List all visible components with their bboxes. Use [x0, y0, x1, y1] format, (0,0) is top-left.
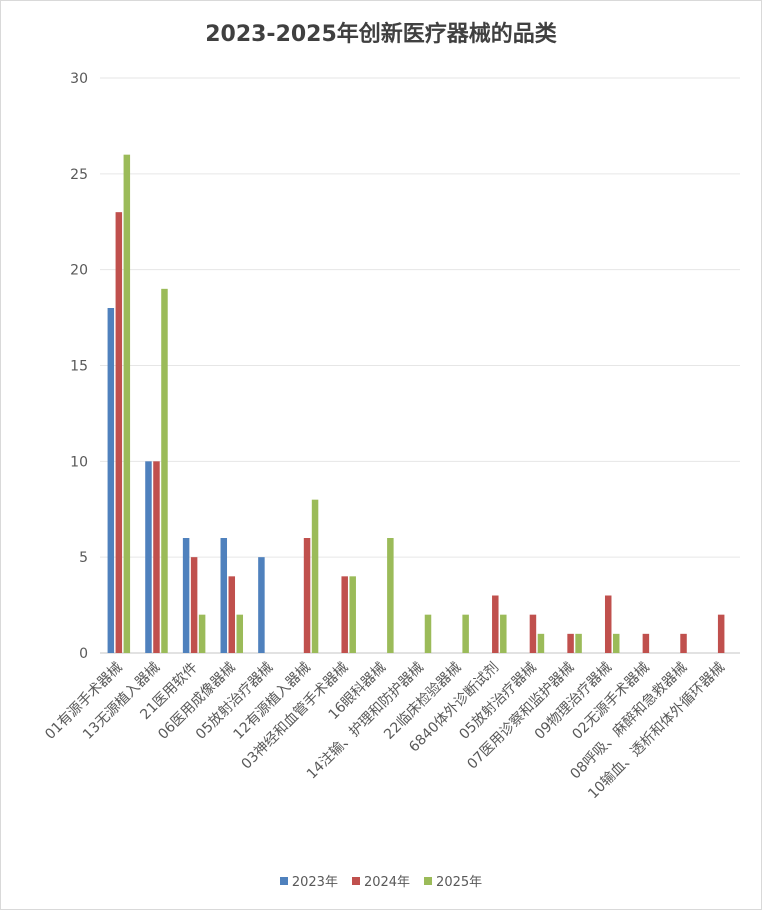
- bar-2025年: [462, 614, 469, 653]
- y-tick-label: 20: [70, 263, 88, 279]
- bar-2024年: [717, 614, 725, 653]
- bar-2024年: [642, 633, 650, 653]
- bar-2024年: [303, 538, 311, 653]
- bar-2025年: [424, 614, 432, 653]
- legend: 2023年 2024年 2025年: [0, 871, 762, 890]
- legend-label: 2025年: [436, 875, 483, 890]
- bar-2025年: [537, 633, 545, 653]
- legend-swatch: [279, 876, 288, 885]
- bar-2025年: [349, 576, 356, 653]
- bar-2024年: [341, 576, 348, 653]
- chart-title: 2023-2025年创新医疗器械的品类: [205, 22, 557, 47]
- bar-2025年: [236, 614, 244, 653]
- bar-2025年: [500, 614, 507, 653]
- bar-2024年: [153, 461, 160, 653]
- bar-2023年: [107, 308, 115, 653]
- bar-2023年: [182, 538, 190, 653]
- bar-2025年: [575, 633, 582, 653]
- bar-2024年: [680, 633, 687, 653]
- bar-2023年: [258, 557, 265, 653]
- bar-2025年: [161, 288, 168, 653]
- bar-2024年: [529, 614, 537, 653]
- bar-2024年: [492, 595, 499, 653]
- y-tick-label: 25: [70, 167, 88, 183]
- bar-2025年: [612, 633, 620, 653]
- bar-2025年: [123, 154, 131, 653]
- bar-2024年: [567, 633, 574, 653]
- bar-2025年: [387, 538, 394, 653]
- bar-2024年: [190, 557, 198, 653]
- bar-2024年: [228, 576, 236, 653]
- bar-2023年: [145, 461, 152, 653]
- bar-2025年: [311, 499, 319, 653]
- legend-item: 2023年: [279, 871, 338, 890]
- bar-2023年: [220, 538, 228, 653]
- y-tick-label: 0: [79, 646, 88, 662]
- y-tick-label: 5: [79, 550, 88, 566]
- legend-label: 2023年: [291, 875, 338, 890]
- bar-2024年: [115, 212, 123, 653]
- bar-2025年: [198, 614, 206, 653]
- y-tick-label: 10: [70, 454, 88, 470]
- legend-swatch: [424, 876, 433, 885]
- legend-item: 2024年: [351, 871, 411, 890]
- legend-item: 2025年: [424, 871, 482, 890]
- legend-label: 2024年: [363, 875, 411, 890]
- y-tick-label: 30: [70, 71, 88, 87]
- legend-swatch: [351, 876, 360, 885]
- y-tick-label: 15: [70, 359, 88, 375]
- bar-2024年: [604, 595, 612, 653]
